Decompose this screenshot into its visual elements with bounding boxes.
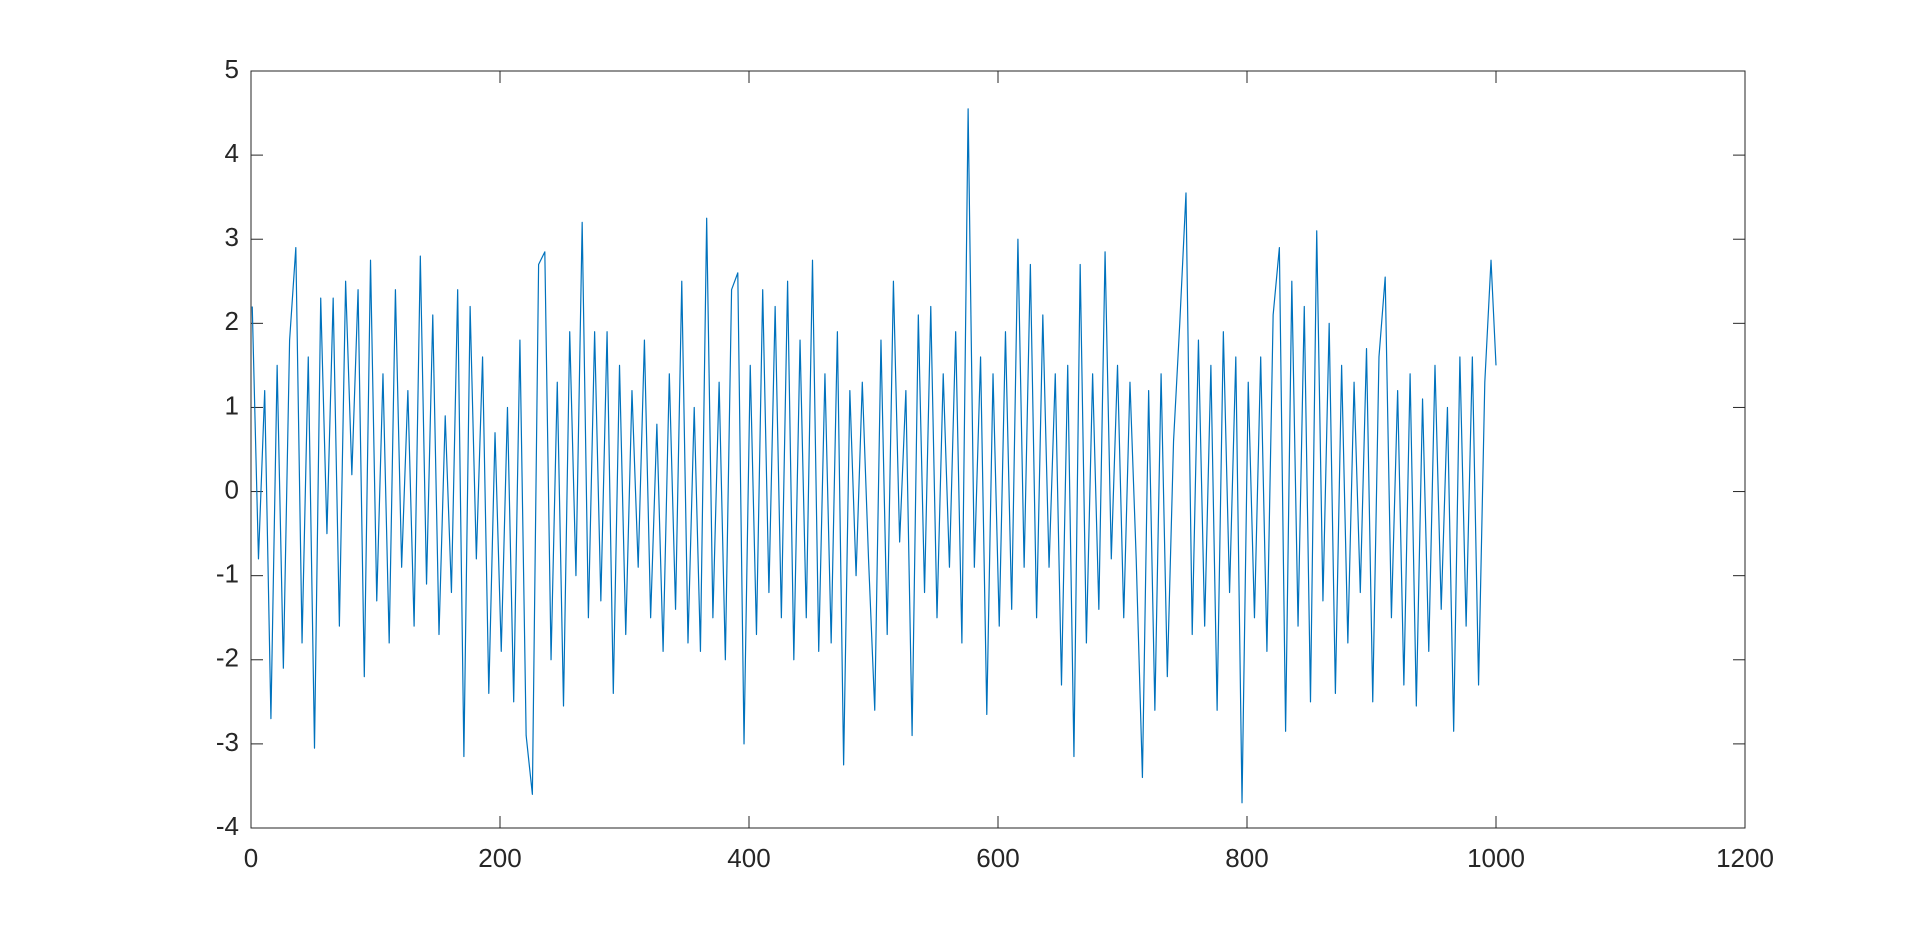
x-tick-label: 800: [1225, 843, 1268, 873]
axes-box: [250, 70, 1746, 829]
data-line: [251, 108, 1497, 804]
y-tick-label: 3: [225, 222, 239, 252]
x-tick-label: 1000: [1467, 843, 1525, 873]
x-tick-label: 400: [727, 843, 770, 873]
y-tick-label: -1: [216, 559, 239, 589]
y-tick-label: -2: [216, 643, 239, 673]
y-tick-label: 0: [225, 474, 239, 504]
y-tick-label: 4: [225, 138, 239, 168]
y-tick-label: 5: [225, 54, 239, 84]
y-tick-label: -4: [216, 811, 239, 841]
x-tick-label: 600: [976, 843, 1019, 873]
x-tick-label: 200: [478, 843, 521, 873]
y-tick-label: -3: [216, 727, 239, 757]
x-tick-label: 0: [244, 843, 258, 873]
x-tick-label: 1200: [1716, 843, 1774, 873]
y-tick-label: 2: [225, 306, 239, 336]
y-tick-label: 1: [225, 390, 239, 420]
